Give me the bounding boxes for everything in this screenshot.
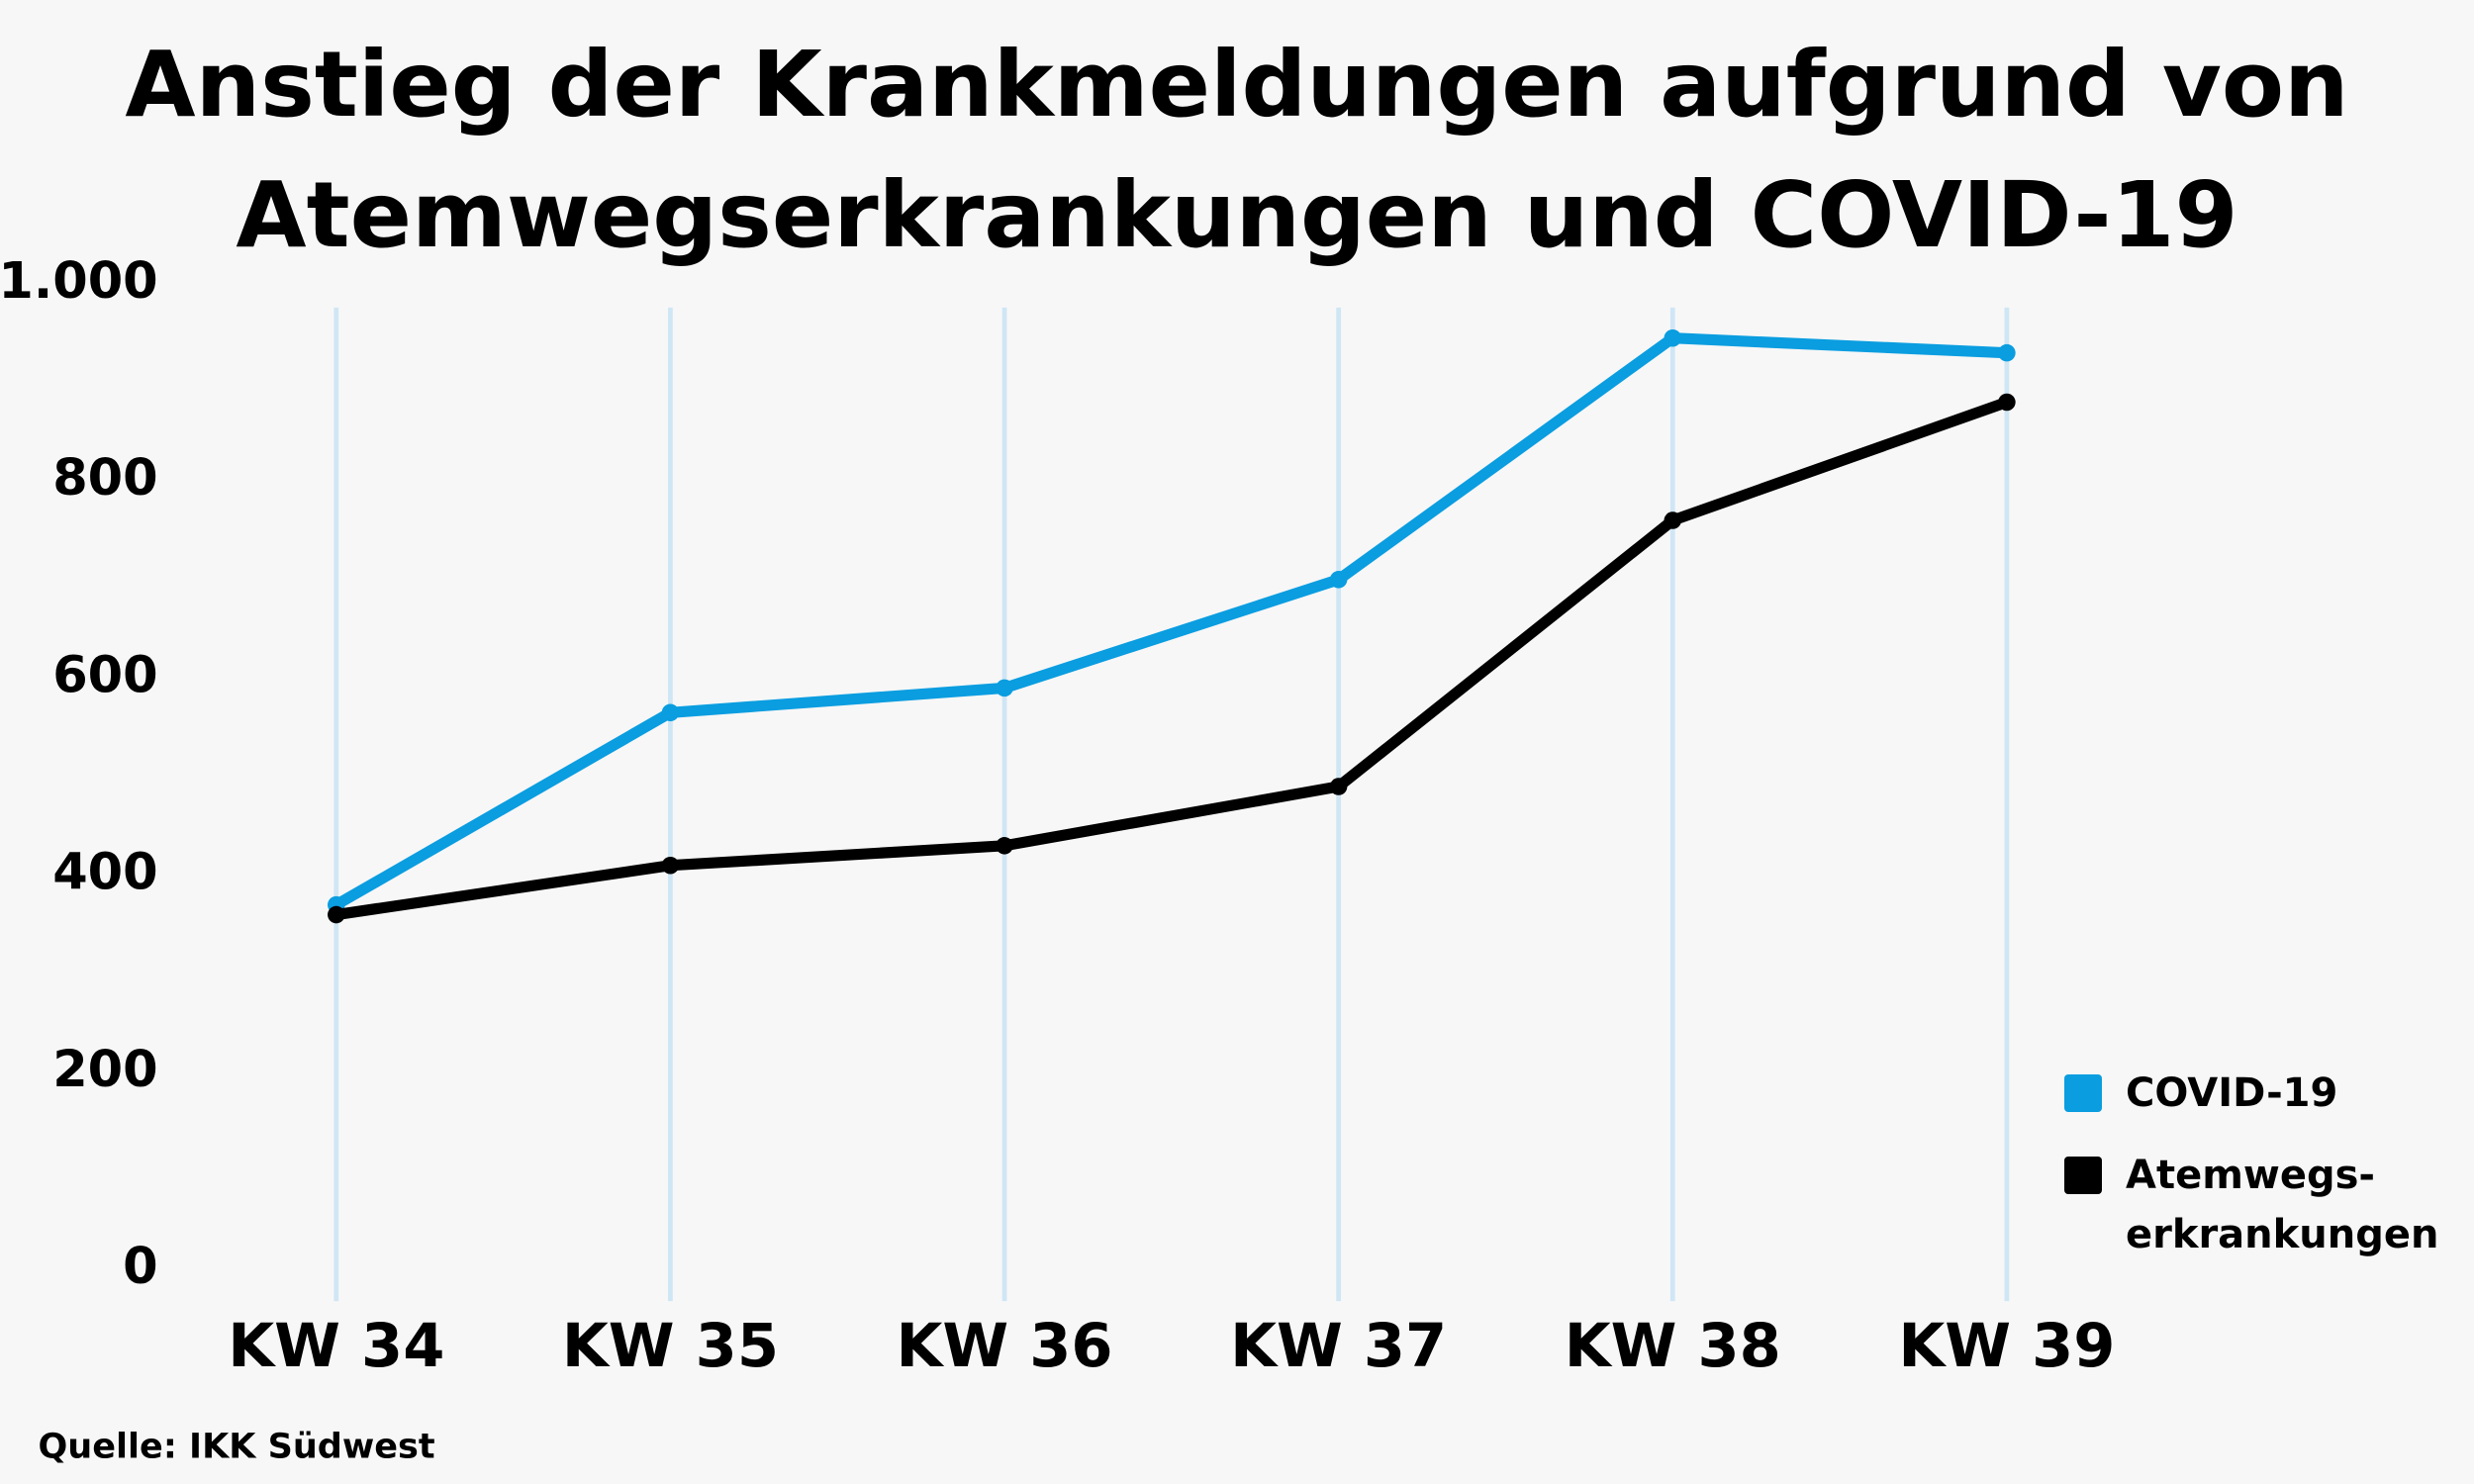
marker xyxy=(1998,343,2016,362)
legend-label: Atemwegs- erkrankungen xyxy=(2126,1153,2439,1257)
marker xyxy=(661,703,680,722)
marker xyxy=(1329,778,1348,795)
y-tick-label: 200 xyxy=(52,1041,157,1099)
y-tick-label: 800 xyxy=(52,449,157,508)
legend-label: COVID-19 xyxy=(2126,1070,2338,1116)
x-tick-label: KW 38 xyxy=(1565,1312,1781,1381)
source: Quelle: IKK Südwest xyxy=(39,1426,435,1466)
y-tick-label: 600 xyxy=(52,646,157,704)
y-tick-label: 400 xyxy=(52,844,157,902)
marker xyxy=(1329,571,1348,589)
marker xyxy=(661,856,680,875)
line xyxy=(333,332,2008,910)
y-tick-label: 0 xyxy=(123,1238,158,1296)
x-tick-label: KW 35 xyxy=(562,1312,779,1381)
marker xyxy=(328,905,345,924)
chart-title: Anstieg der Krankmeldungen aufgrund von … xyxy=(125,32,2349,268)
marker xyxy=(1998,393,2016,412)
x-tick-label: KW 36 xyxy=(896,1312,1112,1381)
x-tick-label: KW 37 xyxy=(1230,1312,1447,1381)
legend-swatch xyxy=(2064,1074,2102,1112)
marker xyxy=(1664,511,1682,529)
line xyxy=(334,397,2009,921)
legend-entry: Atemwegs- erkrankungen xyxy=(2064,1146,2438,1264)
x-tick-label: KW 34 xyxy=(228,1312,444,1381)
y-tick-label: 1.000 xyxy=(0,252,158,311)
legend-swatch xyxy=(2064,1157,2102,1194)
marker xyxy=(996,679,1013,697)
marker xyxy=(996,837,1013,855)
x-tick-label: KW 39 xyxy=(1898,1312,2115,1381)
legend-entry: COVID-19 xyxy=(2064,1064,2337,1123)
marker xyxy=(1664,328,1682,347)
